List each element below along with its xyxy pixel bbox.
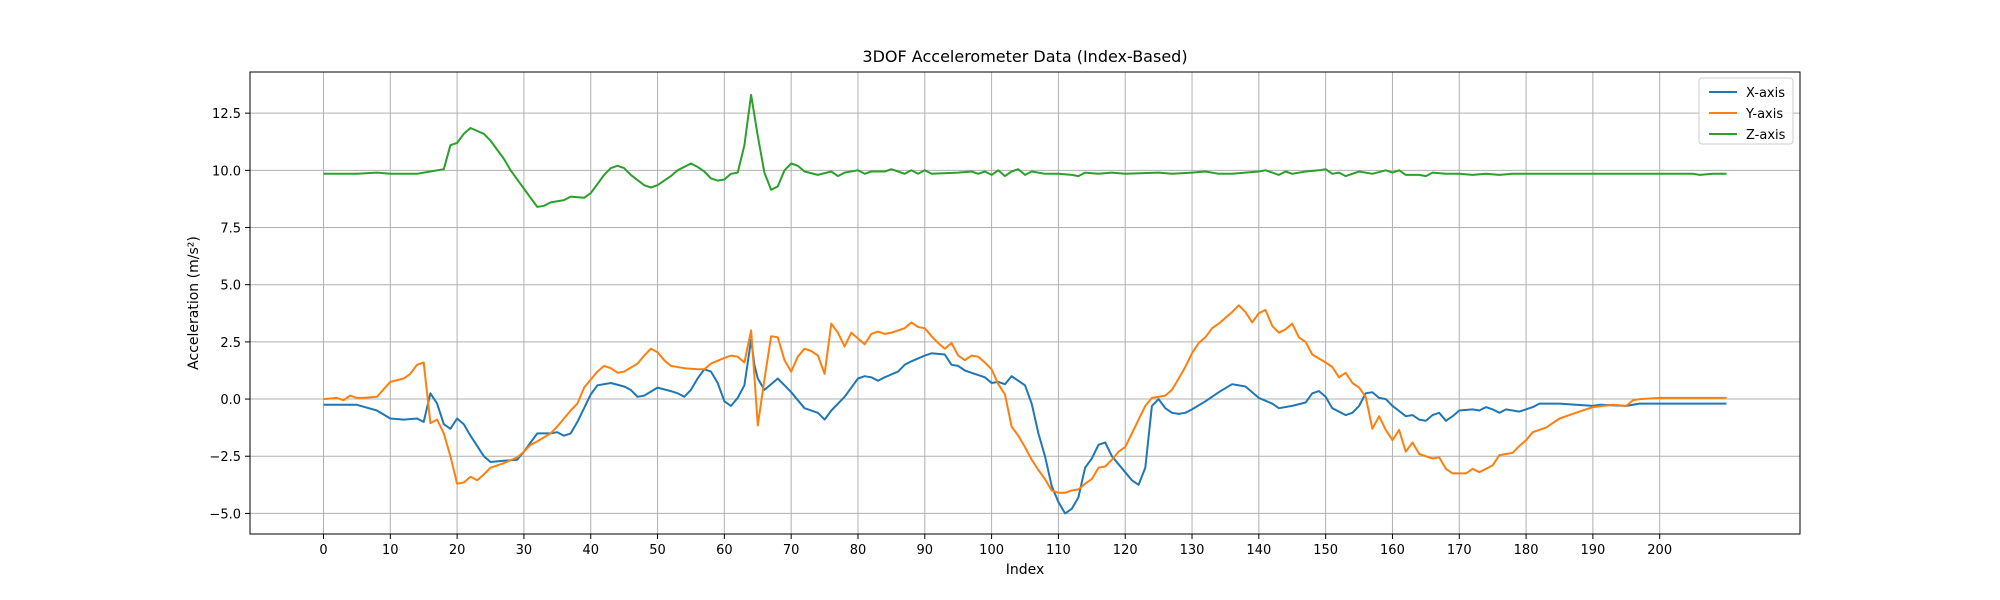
x-tick-label: 120 bbox=[1113, 543, 1138, 558]
series-line-x-axis bbox=[323, 338, 1727, 515]
x-tick-label: 190 bbox=[1580, 543, 1605, 558]
x-tick-label: 170 bbox=[1447, 543, 1472, 558]
x-tick-label: 30 bbox=[516, 543, 533, 558]
x-tick-label: 70 bbox=[783, 543, 800, 558]
x-tick-label: 130 bbox=[1180, 543, 1205, 558]
y-tick-label: 10.0 bbox=[212, 164, 241, 179]
x-tick-label: 150 bbox=[1313, 543, 1338, 558]
y-tick-label: −2.5 bbox=[209, 450, 241, 465]
legend-label-z-axis: Z-axis bbox=[1746, 128, 1786, 143]
x-tick-label: 40 bbox=[582, 543, 599, 558]
x-tick-label: 90 bbox=[917, 543, 934, 558]
plot-frame bbox=[249, 71, 1801, 535]
x-tick-label: 160 bbox=[1380, 543, 1405, 558]
legend: X-axis Y-axis Z-axis bbox=[1698, 77, 1794, 145]
y-axis-label: Acceleration (m/s²) bbox=[186, 236, 202, 370]
legend-label-y-axis: Y-axis bbox=[1745, 107, 1783, 122]
x-axis-label: Index bbox=[1006, 562, 1045, 578]
x-tick-label: 80 bbox=[850, 543, 867, 558]
chart-title: 3DOF Accelerometer Data (Index-Based) bbox=[862, 47, 1187, 66]
y-axis-ticks: −5.0 −2.5 0.0 2.5 5.0 7.5 10.0 12.5 bbox=[209, 107, 250, 522]
y-tick-label: 7.5 bbox=[220, 222, 241, 237]
x-tick-label: 140 bbox=[1246, 543, 1271, 558]
x-tick-label: 110 bbox=[1046, 543, 1071, 558]
y-tick-label: 5.0 bbox=[220, 279, 241, 294]
y-tick-label: −5.0 bbox=[209, 507, 241, 522]
legend-box bbox=[1698, 77, 1794, 145]
x-tick-label: 20 bbox=[449, 543, 466, 558]
x-tick-label: 200 bbox=[1647, 543, 1672, 558]
x-tick-label: 0 bbox=[319, 543, 327, 558]
x-axis-ticks: 0 10 20 30 40 50 60 70 80 90 100 110 120 130 140 150 160… bbox=[319, 534, 1672, 558]
x-tick-label: 180 bbox=[1514, 543, 1539, 558]
plot-series bbox=[323, 93, 1727, 515]
y-tick-label: 0.0 bbox=[220, 393, 241, 408]
y-tick-label: 2.5 bbox=[220, 336, 241, 351]
y-tick-label: 12.5 bbox=[212, 107, 241, 122]
series-line-y-axis bbox=[323, 304, 1727, 494]
x-tick-label: 10 bbox=[382, 543, 399, 558]
x-tick-label: 60 bbox=[716, 543, 733, 558]
x-tick-label: 50 bbox=[649, 543, 666, 558]
grid-lines bbox=[250, 72, 1800, 534]
x-tick-label: 100 bbox=[979, 543, 1004, 558]
legend-label-x-axis: X-axis bbox=[1746, 86, 1785, 101]
series-line-z-axis bbox=[323, 93, 1727, 208]
